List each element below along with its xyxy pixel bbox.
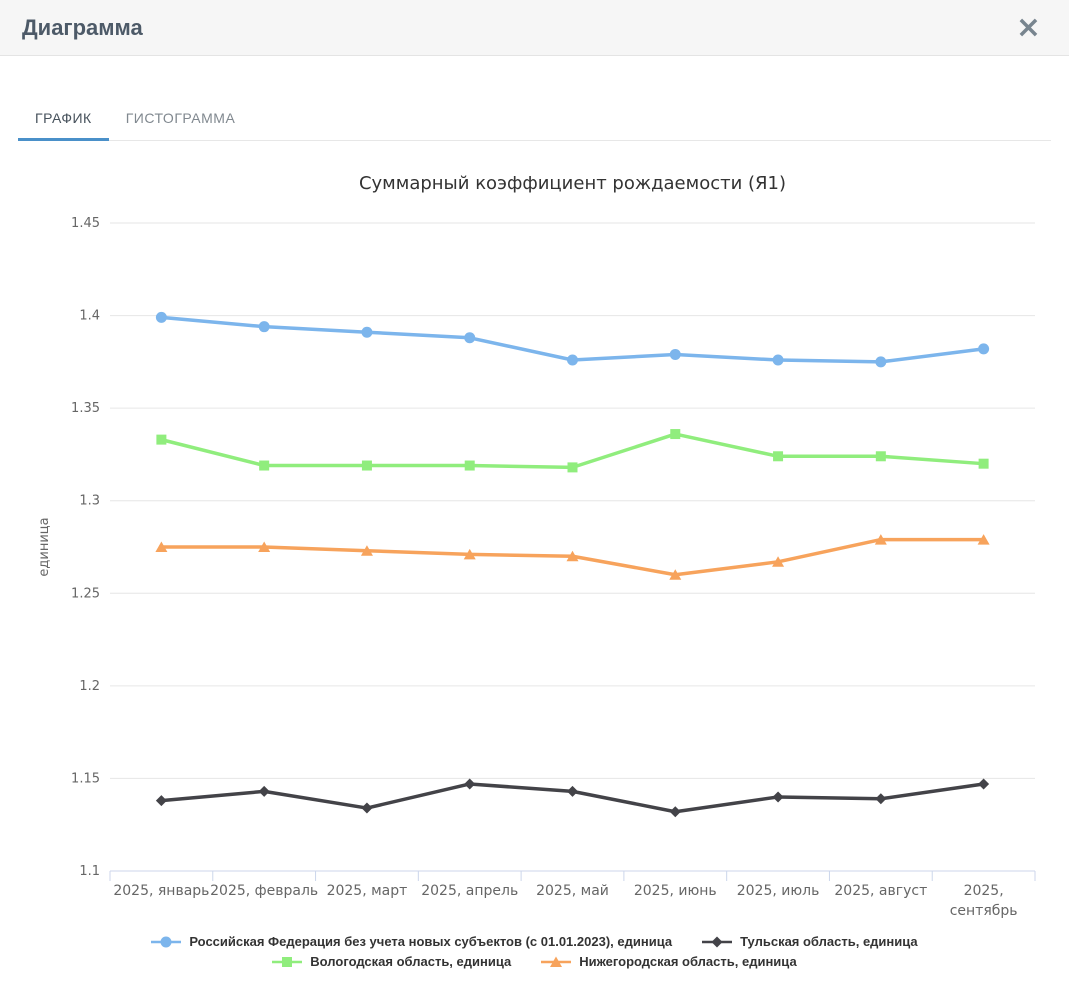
legend-label: Вологодская область, единица <box>310 954 512 969</box>
data-point-diamond <box>155 795 167 807</box>
data-point-circle <box>160 936 172 947</box>
data-point-diamond <box>361 802 373 814</box>
data-point-triangle <box>977 534 990 545</box>
x-tick-label: 2025, февраль <box>210 883 318 899</box>
x-tick-label: 2025, июнь <box>634 883 717 899</box>
y-tick-label: 1.15 <box>71 771 100 786</box>
legend-item[interactable]: Нижегородская область, единица <box>541 954 797 969</box>
data-point-square <box>259 460 270 471</box>
data-point-square <box>567 462 578 473</box>
x-tick-label: 2025, апрель <box>421 883 518 899</box>
data-point-circle <box>464 332 476 344</box>
data-point-square <box>156 434 167 445</box>
data-point-square <box>670 429 681 440</box>
tab-gistogramma[interactable]: ГИСТОГРАММА <box>125 110 236 126</box>
dialog-header: Диаграмма × <box>0 0 1069 56</box>
data-point-circle <box>567 354 578 366</box>
data-point-circle <box>978 343 990 355</box>
tab-grafik[interactable]: ГРАФИК <box>18 100 109 141</box>
legend-item[interactable]: Вологодская область, единица <box>272 954 511 969</box>
y-tick-label: 1.4 <box>79 309 100 324</box>
data-point-triangle <box>258 541 271 552</box>
x-tick-label: 2025, август <box>834 883 927 899</box>
data-point-circle <box>669 348 681 360</box>
data-point-circle <box>155 311 167 323</box>
close-icon[interactable]: × <box>1010 12 1047 43</box>
legend-label: Российская Федерация без учета новых суб… <box>189 934 673 949</box>
data-point-triangle <box>874 534 887 545</box>
data-point-triangle <box>566 550 579 562</box>
y-tick-label: 1.35 <box>71 401 100 416</box>
data-point-diamond <box>567 785 578 797</box>
x-tick-label: 2025, май <box>536 883 609 899</box>
legend-marker-icon <box>151 936 182 947</box>
x-tick-label: 2025, <box>964 883 1004 899</box>
y-tick-label: 1.2 <box>79 679 100 694</box>
data-point-diamond <box>978 778 990 790</box>
data-point-diamond <box>258 785 270 797</box>
data-point-diamond <box>875 793 887 805</box>
legend-marker-icon <box>541 956 572 967</box>
legend-item[interactable]: Тульская область, единица <box>702 934 918 949</box>
data-point-triangle <box>463 548 476 560</box>
dialog-title: Диаграмма <box>22 14 143 40</box>
data-point-circle <box>361 326 373 338</box>
data-point-triangle <box>360 545 373 556</box>
y-tick-label: 1.3 <box>79 494 100 509</box>
legend-label: Нижегородская область, единица <box>579 954 797 969</box>
data-point-diamond <box>711 936 723 947</box>
data-point-triangle <box>155 541 168 552</box>
data-point-square <box>361 460 372 471</box>
tab-bar: ГРАФИК ГИСТОГРАММА <box>18 100 1051 141</box>
y-tick-label: 1.1 <box>79 864 100 879</box>
data-point-diamond <box>669 806 681 818</box>
line-chart: Суммарный коэффициент рождаемости (Я1) 1.… <box>37 173 1036 919</box>
data-point-square <box>282 956 293 967</box>
legend-marker-icon <box>272 956 303 967</box>
y-axis-title: единица <box>37 517 52 576</box>
data-point-diamond <box>464 778 476 790</box>
data-point-triangle <box>550 956 563 967</box>
chart-legend: Российская Федерация без учета новых суб… <box>95 932 975 969</box>
chart-title: Суммарный коэффициент рождаемости (Я1) <box>359 173 786 194</box>
data-point-triangle <box>772 556 785 567</box>
data-point-triangle <box>669 569 682 580</box>
data-point-diamond <box>772 791 784 803</box>
x-tick-label: сентябрь <box>950 903 1018 919</box>
chart-area: Суммарный коэффициент рождаемости (Я1) 1.… <box>0 155 1069 969</box>
data-point-square <box>464 460 475 471</box>
y-tick-label: 1.25 <box>71 586 100 601</box>
x-tick-label: 2025, июль <box>737 883 820 899</box>
data-point-circle <box>258 321 270 333</box>
data-point-circle <box>875 356 887 368</box>
y-tick-label: 1.45 <box>71 216 100 231</box>
data-point-circle <box>772 354 784 366</box>
legend-item[interactable]: Российская Федерация без учета новых суб… <box>151 934 672 949</box>
x-tick-label: 2025, январь <box>113 883 209 899</box>
legend-marker-icon <box>702 936 733 947</box>
x-tick-label: 2025, март <box>327 883 408 899</box>
data-point-square <box>978 458 989 469</box>
data-point-square <box>773 451 784 462</box>
data-point-square <box>875 451 886 462</box>
legend-label: Тульская область, единица <box>740 934 918 949</box>
